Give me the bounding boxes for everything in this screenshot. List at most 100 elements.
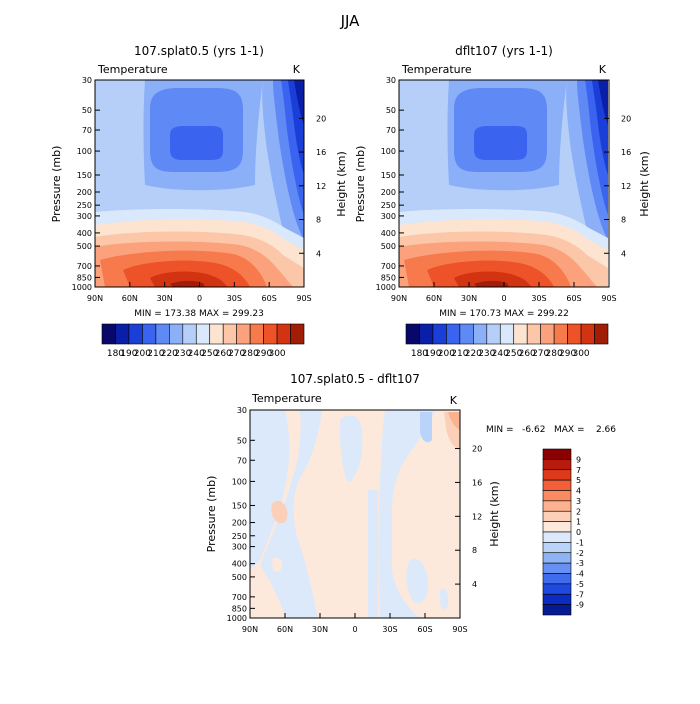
colorbar-swatch xyxy=(222,323,237,345)
colorbar-swatch xyxy=(542,562,572,574)
colorbar-swatch xyxy=(542,469,572,481)
colorbar-label: 240 xyxy=(492,349,509,359)
colorbar-label: 7 xyxy=(576,466,581,475)
colorbar-label: 9 xyxy=(576,455,581,464)
colorbar-label: 190 xyxy=(120,349,137,359)
height-tick-label: 16 xyxy=(472,478,482,487)
colorbar-swatch xyxy=(249,323,264,345)
pressure-tick-label: 200 xyxy=(381,188,396,197)
colorbar-label: 240 xyxy=(188,349,205,359)
colorbar-label: 300 xyxy=(572,349,589,359)
height-tick-label: 20 xyxy=(472,445,482,454)
panel-c-ylabel: Pressure (mb) xyxy=(205,476,218,553)
panel-c-variable: Temperature xyxy=(251,392,322,405)
colorbar-label: 2 xyxy=(576,507,581,516)
colorbar-swatch xyxy=(486,323,501,345)
height-tick-label: 4 xyxy=(316,249,321,258)
panel-a-ylabel: Pressure (mb) xyxy=(50,146,63,223)
pressure-tick-label: 500 xyxy=(232,573,247,582)
height-tick-label: 4 xyxy=(472,580,477,589)
colorbar-label: 200 xyxy=(134,349,151,359)
pressure-tick-label: 500 xyxy=(381,242,396,251)
colorbar-label: 180 xyxy=(411,349,428,359)
colorbar-label: 5 xyxy=(576,476,581,485)
colorbar-label: 230 xyxy=(478,349,495,359)
colorbar-swatch xyxy=(567,323,582,345)
colorbar-swatch xyxy=(419,323,434,345)
colorbar-swatch xyxy=(542,490,572,502)
colorbar-swatch xyxy=(101,323,116,345)
panel-c-height-axis: 20 16 12 8 4 xyxy=(455,445,482,589)
pressure-tick-label: 250 xyxy=(77,201,92,210)
pressure-tick-label: 1000 xyxy=(376,283,396,292)
colorbar-swatch xyxy=(526,323,541,345)
pressure-tick-label: 700 xyxy=(232,593,247,602)
colorbar-swatch xyxy=(542,573,572,585)
latitude-tick-label: 60S xyxy=(566,294,581,303)
panel-b-stats: MIN = 170.73 MAX = 299.22 xyxy=(439,309,569,319)
panel-c-stats: MIN = -6.62 MAX = 2.66 xyxy=(486,425,616,435)
pressure-tick-label: 500 xyxy=(77,242,92,251)
pressure-tick-label: 850 xyxy=(77,273,92,282)
colorbar-label: 280 xyxy=(546,349,563,359)
colorbar-label: 250 xyxy=(201,349,218,359)
panel-a-variable: Temperature xyxy=(97,63,168,76)
panel-b-title: dflt107 (yrs 1-1) xyxy=(455,44,553,58)
latitude-tick-label: 90N xyxy=(391,294,407,303)
pressure-tick-label: 700 xyxy=(77,262,92,271)
latitude-tick-label: 60S xyxy=(417,625,432,634)
latitude-tick-label: 90S xyxy=(601,294,616,303)
colorbar-label: 200 xyxy=(438,349,455,359)
colorbar-label: -2 xyxy=(576,549,584,558)
pressure-tick-label: 150 xyxy=(77,171,92,180)
colorbar-swatch xyxy=(542,479,572,491)
pressure-tick-label: 50 xyxy=(237,436,247,445)
colorbar-label: 270 xyxy=(228,349,245,359)
latitude-tick-label: 0 xyxy=(197,294,202,303)
panel-c-units: K xyxy=(450,394,458,407)
pressure-tick-label: 50 xyxy=(82,106,92,115)
panel-c-title: 107.splat0.5 - dflt107 xyxy=(290,372,420,386)
colorbar-swatch xyxy=(499,323,515,345)
panel-model-a: 107.splat0.5 (yrs 1-1) Temperature K 30 5… xyxy=(50,44,348,359)
colorbar-label: 190 xyxy=(424,349,441,359)
colorbar-swatch xyxy=(542,459,572,471)
height-tick-label: 12 xyxy=(621,182,631,191)
pressure-tick-label: 250 xyxy=(381,201,396,210)
colorbar-swatch xyxy=(195,323,211,345)
figure-title: JJA xyxy=(340,12,361,30)
height-tick-label: 8 xyxy=(472,546,477,555)
latitude-tick-label: 0 xyxy=(501,294,506,303)
panel-c-colorbar: 9 75 432 10-1 -2-3 -4-5-7 -9 xyxy=(542,448,584,616)
latitude-tick-label: 30N xyxy=(461,294,477,303)
panel-b-latitude-axis: 90N 60N 30N 0 30S 60S 90S xyxy=(391,282,617,303)
colorbar-label: 3 xyxy=(576,497,581,506)
latitude-tick-label: 90N xyxy=(87,294,103,303)
colorbar-label: -1 xyxy=(576,538,584,547)
latitude-tick-label: 60N xyxy=(277,625,293,634)
pressure-tick-label: 300 xyxy=(381,212,396,221)
pressure-tick-label: 70 xyxy=(237,456,247,465)
colorbar-swatch xyxy=(459,323,474,345)
height-tick-label: 20 xyxy=(621,114,631,123)
colorbar-label: 290 xyxy=(255,349,272,359)
colorbar-swatch xyxy=(290,323,305,345)
height-tick-label: 20 xyxy=(316,114,326,123)
height-tick-label: 8 xyxy=(621,216,626,225)
colorbar-swatch xyxy=(542,500,572,512)
colorbar-swatch xyxy=(473,323,488,345)
panel-a-contour-field xyxy=(95,80,304,287)
panel-b-units: K xyxy=(599,63,607,76)
colorbar-label: 270 xyxy=(532,349,549,359)
latitude-tick-label: 90N xyxy=(242,625,258,634)
colorbar-swatch xyxy=(542,521,572,533)
panel-a-y2label: Height (km) xyxy=(335,151,348,217)
panel-b-variable: Temperature xyxy=(401,63,472,76)
pressure-tick-label: 100 xyxy=(232,477,247,486)
height-tick-label: 16 xyxy=(621,148,631,157)
pressure-tick-label: 200 xyxy=(232,519,247,528)
